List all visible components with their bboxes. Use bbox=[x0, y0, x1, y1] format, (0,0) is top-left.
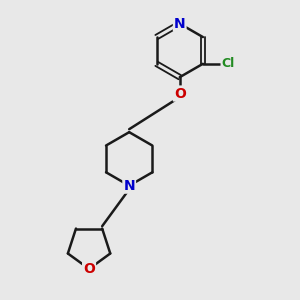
Text: N: N bbox=[123, 179, 135, 193]
Text: O: O bbox=[83, 262, 95, 276]
Text: O: O bbox=[174, 86, 186, 100]
Text: N: N bbox=[174, 17, 185, 31]
Text: Cl: Cl bbox=[221, 57, 235, 70]
